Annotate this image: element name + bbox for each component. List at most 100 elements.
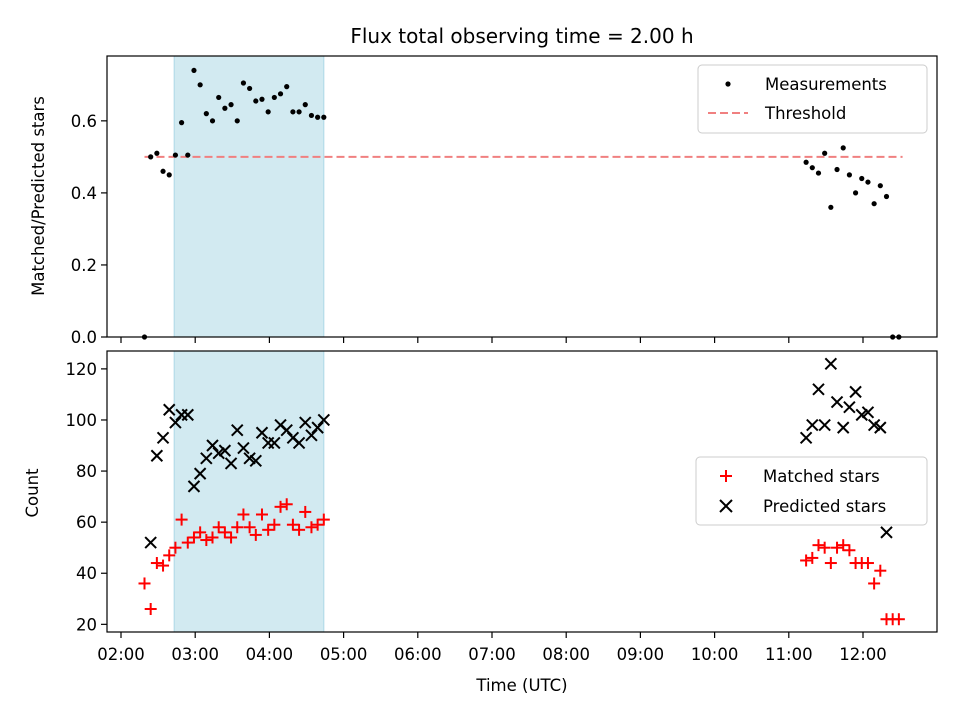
matched-star-point xyxy=(286,518,299,531)
measurement-point xyxy=(883,193,890,200)
legend-marker-measurements xyxy=(725,81,731,87)
matched-star-point xyxy=(812,539,825,552)
matched-star-point xyxy=(831,541,844,554)
matched-star-point xyxy=(837,539,850,552)
chart-title: Flux total observing time = 2.00 h xyxy=(350,24,693,48)
measurement-point xyxy=(247,85,253,92)
predicted-star-point xyxy=(224,457,238,470)
predicted-star-point xyxy=(317,413,331,427)
predicted-star-point xyxy=(218,444,232,457)
measurement-point xyxy=(191,67,197,74)
measurement-point xyxy=(197,82,203,88)
matched-star-point xyxy=(169,541,182,554)
predicted-star-point xyxy=(163,403,176,416)
y-tick-label: 20 xyxy=(76,615,97,634)
bottom-legend-box xyxy=(695,456,928,526)
matched-star-point xyxy=(150,557,163,570)
predicted-star-point xyxy=(169,416,182,429)
matched-star-point xyxy=(206,531,219,544)
y-tick-label: 80 xyxy=(76,462,97,481)
matched-star-point xyxy=(806,551,819,564)
matched-star-point xyxy=(262,523,275,536)
matched-star-point xyxy=(299,505,312,518)
measurement-point xyxy=(271,94,277,101)
predicted-star-point xyxy=(818,418,831,432)
x-tick-label: 05:00 xyxy=(320,645,368,664)
y-tick-label: 0.6 xyxy=(71,112,97,131)
top-y-axis-label: Matched/Predicted stars xyxy=(29,96,48,296)
observing-interval-shade xyxy=(173,55,325,338)
matched-star-point xyxy=(187,531,200,544)
x-tick-label: 02:00 xyxy=(97,645,145,664)
bottom-axes-frame xyxy=(106,350,938,633)
measurement-point xyxy=(265,109,271,115)
predicted-star-point xyxy=(144,536,157,549)
measurement-point xyxy=(216,94,222,101)
measurement-point xyxy=(315,114,321,120)
x-tick-label: 11:00 xyxy=(765,645,813,664)
matched-star-point xyxy=(280,498,293,511)
predicted-star-point xyxy=(268,436,281,450)
matched-star-point xyxy=(200,534,213,547)
matched-star-point xyxy=(194,526,207,539)
measurement-point xyxy=(308,112,315,119)
measurement-point xyxy=(840,145,846,151)
measurement-point xyxy=(172,152,179,158)
predicted-star-point xyxy=(824,357,838,370)
measurement-point xyxy=(822,150,828,156)
measurement-point xyxy=(234,118,240,124)
x-tick-label: 03:00 xyxy=(171,645,219,664)
matched-star-point xyxy=(163,549,176,562)
predicted-star-point xyxy=(193,467,207,480)
measurement-point xyxy=(160,168,166,174)
measurement-point xyxy=(852,190,859,196)
matched-star-point xyxy=(218,526,231,539)
top-y-ticks: 0.0 0.2 0.4 0.6 xyxy=(71,112,107,347)
measurement-point xyxy=(803,159,809,165)
matched-star-point xyxy=(861,557,874,570)
matched-star-point xyxy=(274,500,287,513)
y-tick-label: 100 xyxy=(66,411,98,430)
matched-star-point xyxy=(231,521,244,534)
measurement-point xyxy=(815,170,822,176)
matched-star-point xyxy=(800,554,813,567)
matched-star-point xyxy=(305,521,318,534)
measurement-point xyxy=(865,179,871,185)
predicted-star-point xyxy=(237,441,250,455)
matched-star-point xyxy=(892,613,905,626)
measurement-point xyxy=(277,91,284,97)
measurement-point xyxy=(321,114,327,120)
measurement-point xyxy=(166,172,172,178)
predicted-star-point xyxy=(311,421,324,434)
y-tick-label: 0.2 xyxy=(71,256,97,275)
measurement-point xyxy=(154,150,160,156)
predicted-star-point xyxy=(305,429,318,442)
bottom-y-axis-label: Count xyxy=(23,468,42,518)
measurement-point xyxy=(209,118,216,124)
bottom-panel: 20 40 60 80 100 120 02:00 03:00 04:00 05:00 06:00… xyxy=(23,350,938,695)
matched-star-point xyxy=(293,523,306,536)
measurement-point xyxy=(846,172,852,178)
predicted-star-point xyxy=(837,421,850,434)
matched-star-point xyxy=(243,521,256,534)
predicted-star-point xyxy=(874,421,887,434)
predicted-star-point xyxy=(156,431,170,445)
measurement-point xyxy=(284,84,290,90)
x-tick-label: 12:00 xyxy=(839,645,887,664)
measurement-point xyxy=(203,111,209,117)
top-axes-frame xyxy=(106,55,938,338)
measurement-point xyxy=(828,204,834,210)
predicted-star-point xyxy=(812,383,825,396)
matched-star-point xyxy=(255,508,268,521)
y-tick-label: 40 xyxy=(76,564,97,583)
predicted-star-point xyxy=(849,385,862,399)
matched-star-point xyxy=(175,513,188,526)
predicted-star-point xyxy=(880,526,893,539)
x-tick-label: 04:00 xyxy=(246,645,294,664)
measurement-point xyxy=(302,102,308,108)
x-tick-label: 07:00 xyxy=(468,645,516,664)
matched-star-point xyxy=(157,559,170,572)
observing-interval-shade-bottom xyxy=(173,350,325,633)
x-tick-label: 10:00 xyxy=(691,645,739,664)
predicted-star-point xyxy=(806,418,819,432)
